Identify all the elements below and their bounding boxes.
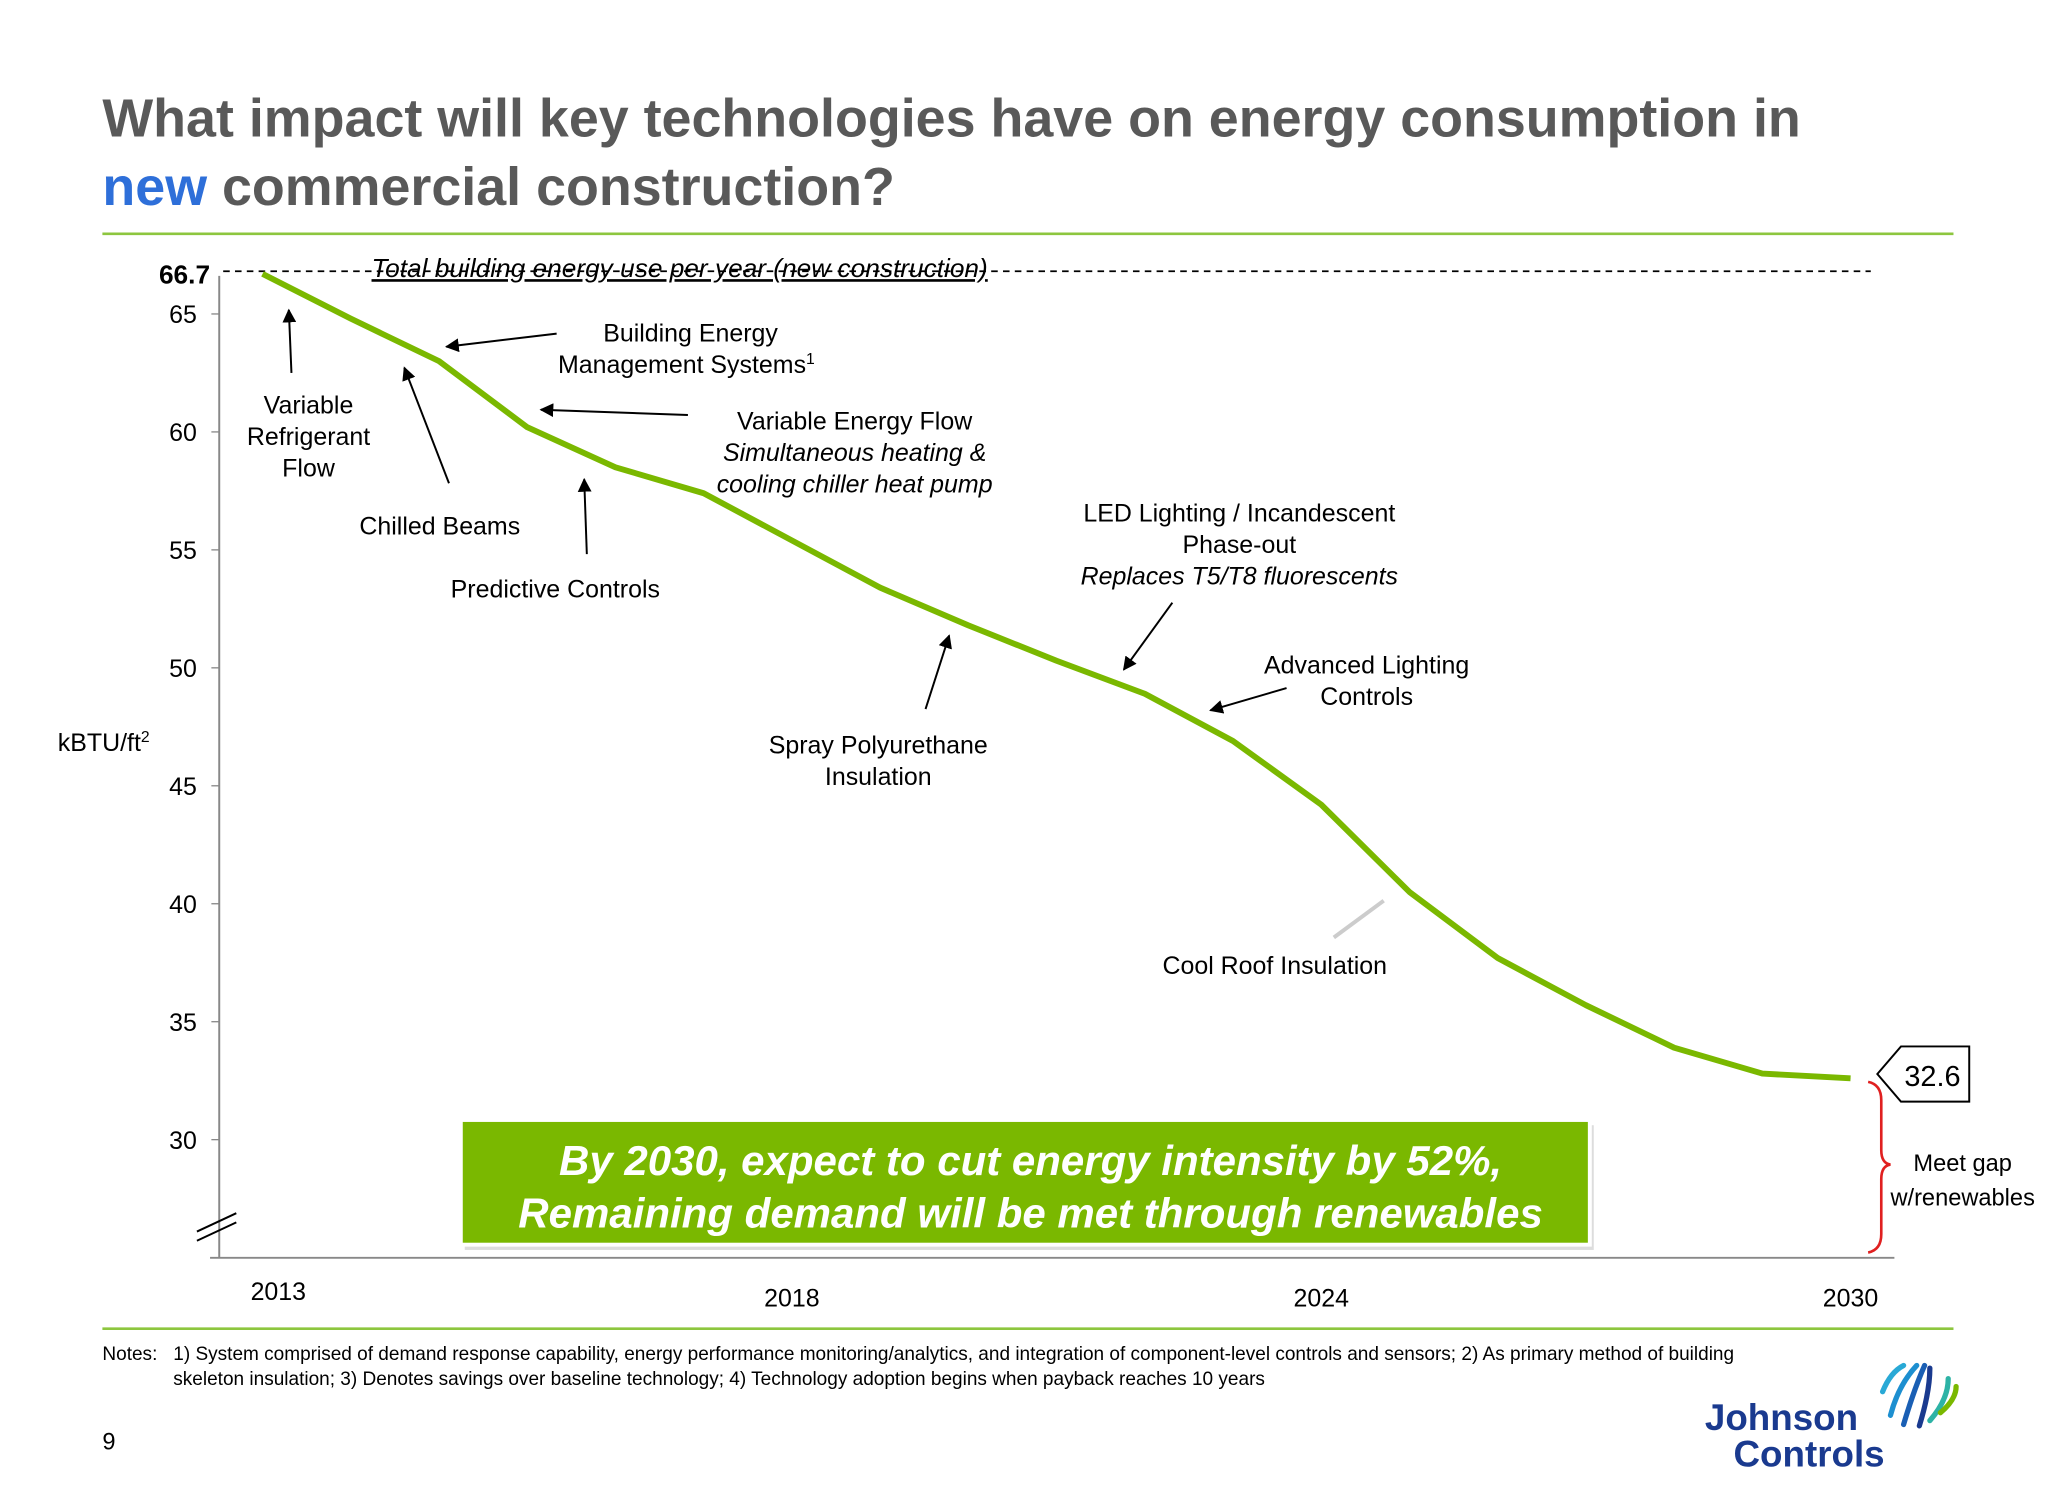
x-tick-label: 2018 [764,1284,819,1312]
gap-label-line1: Meet gap [1913,1151,2012,1177]
svg-text:LED Lighting / Incandescent: LED Lighting / Incandescent [1083,499,1395,527]
svg-text:Replaces T5/T8 fluorescents: Replaces T5/T8 fluorescents [1081,562,1398,590]
page-number: 9 [102,1429,115,1455]
y-axis-label: kBTU/ft2 [58,729,150,757]
data-points [262,273,1851,1079]
gap-brace [1867,1080,1891,1254]
svg-text:Spray Polyurethane: Spray Polyurethane [769,732,988,760]
svg-text:Building Energy: Building Energy [603,319,778,347]
chart-title: Total building energy use per year (new … [372,253,988,283]
summary-banner: By 2030, expect to cut energy intensity … [458,1117,1594,1250]
svg-text:Johnson: Johnson [1705,1397,1858,1438]
y-tick-label: 55 [169,537,197,565]
y-ticks: 30 35 40 45 50 55 60 65 [169,301,220,1155]
y-tick-label: 30 [169,1127,197,1155]
title-highlight: new [102,157,207,217]
svg-text:Advanced Lighting: Advanced Lighting [1264,652,1469,680]
end-value-callout: 32.6 [1876,1045,1971,1103]
johnson-controls-logo: Johnson Controls [1705,1362,1959,1475]
notes-line2: skeleton insulation; 3) Denotes savings … [173,1369,1265,1390]
logo-swirl-icon [1879,1362,1959,1429]
y-tick-label: 50 [169,655,197,683]
y-tick-label: 35 [169,1009,197,1037]
y-tick-label: 60 [169,419,197,447]
annotation-vrf: Variable Refrigerant Flow [247,308,370,483]
page-title-line1: What impact will key technologies have o… [102,89,1800,149]
svg-text:By 2030, expect to cut energy: By 2030, expect to cut energy intensity … [559,1137,1502,1184]
svg-text:Variable Energy Flow: Variable Energy Flow [737,407,973,435]
svg-text:cooling chiller heat pump: cooling chiller heat pump [717,470,993,498]
y-tick-label: 45 [169,773,197,801]
annotation-predictive: Predictive Controls [451,477,660,603]
energy-use-line [261,271,1851,1082]
svg-text:Simultaneous heating &: Simultaneous heating & [723,439,986,467]
x-tick-label: 2024 [1293,1284,1349,1312]
svg-text:Predictive Controls: Predictive Controls [451,575,660,603]
annotation-bems: Building Energy Management Systems1 [444,319,815,379]
annotation-spray: Spray Polyurethane Insulation [769,634,988,791]
annotation-cool-roof: Cool Roof Insulation [1162,899,1387,980]
svg-text:Management Systems1: Management Systems1 [558,351,815,379]
svg-text:Remaining demand will be met t: Remaining demand will be met through ren… [518,1190,1543,1237]
y-tick-label: 40 [169,891,197,919]
annotation-chilled-beams: Chilled Beams [359,366,520,540]
annotation-alc: Advanced Lighting Controls [1209,652,1469,714]
svg-text:32.6: 32.6 [1904,1061,1960,1093]
notes-line1: 1) System comprised of demand response c… [173,1344,1734,1365]
x-tick-label: 2013 [251,1278,306,1306]
svg-text:Variable: Variable [264,392,354,420]
baseline-label: 66.7 [159,260,210,290]
y-tick-label: 65 [169,301,197,329]
x-ticks: 2013 2018 2024 2030 [251,1278,1879,1313]
svg-text:Flow: Flow [282,455,336,483]
svg-text:Cool Roof Insulation: Cool Roof Insulation [1162,952,1387,980]
svg-text:Phase-out: Phase-out [1182,531,1296,559]
x-tick-label: 2030 [1823,1284,1878,1312]
svg-text:Controls: Controls [1734,1434,1885,1475]
svg-text:Controls: Controls [1320,683,1413,711]
gap-label-line2: w/renewables [1889,1185,2034,1211]
svg-text:Refrigerant: Refrigerant [247,423,370,451]
annotation-led: LED Lighting / Incandescent Phase-out Re… [1081,499,1398,671]
axis-break-icon [196,1212,237,1242]
svg-text:Chilled Beams: Chilled Beams [359,512,520,540]
annotation-vef: Variable Energy Flow Simultaneous heatin… [539,403,993,498]
page-title-line2: new commercial construction? [102,157,894,217]
notes-label: Notes: [102,1344,157,1365]
svg-text:Insulation: Insulation [825,763,932,791]
